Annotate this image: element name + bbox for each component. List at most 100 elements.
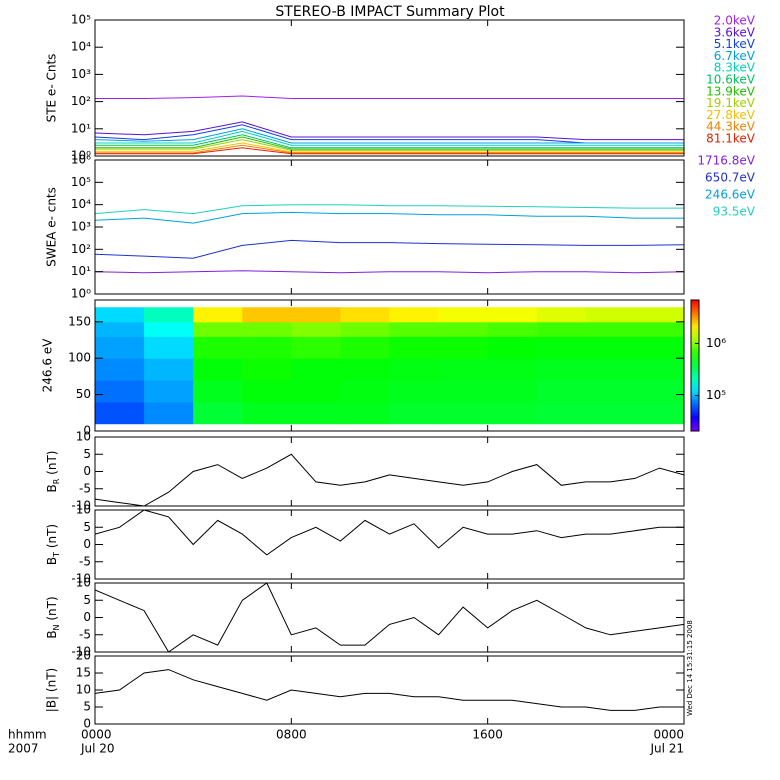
y-axis-label: 246.6 eV xyxy=(41,338,55,393)
heat-cell xyxy=(291,380,341,403)
heat-cell xyxy=(585,321,636,337)
heat-cell xyxy=(340,401,390,425)
heat-cell xyxy=(242,321,292,337)
y-axis-label: BN (nT) xyxy=(45,596,61,638)
series-line xyxy=(95,142,684,153)
heat-cell xyxy=(585,307,636,323)
y-tick-label: 10⁴ xyxy=(71,197,91,211)
series-line xyxy=(95,139,684,151)
heat-cell xyxy=(634,321,684,337)
y-tick-label: 10⁰ xyxy=(71,149,91,163)
x-tick-label: 0000 xyxy=(653,728,684,742)
y-axis-label: SWEA e- cnts xyxy=(45,187,59,267)
heat-cell xyxy=(291,358,341,381)
heat-cell xyxy=(585,380,636,403)
axis-legend: 2007 xyxy=(8,742,39,756)
colorbar-label: 10⁶ xyxy=(706,336,726,350)
series-line xyxy=(95,144,684,154)
y-tick-label: 10¹ xyxy=(71,264,91,278)
timestamp: Wed Dec 14 15:31:15 2008 xyxy=(686,620,694,716)
heat-cell xyxy=(242,380,292,403)
heat-cell xyxy=(144,336,194,359)
series-line xyxy=(95,211,684,224)
series-line xyxy=(95,95,684,99)
heat-cell xyxy=(144,358,194,381)
legend-entry: 650.7eV xyxy=(705,171,756,185)
series-line xyxy=(95,136,684,150)
y-axis-label: |B| (nT) xyxy=(45,668,59,712)
heat-cell xyxy=(193,336,243,359)
heat-cell xyxy=(291,336,341,359)
legend-entry: 27.8keV xyxy=(706,108,756,122)
y-tick-label: 15 xyxy=(76,666,91,680)
x-tick-label: 1600 xyxy=(472,728,503,742)
y-tick-label: 10 xyxy=(76,430,91,444)
heat-cell xyxy=(291,401,341,425)
heat-cell xyxy=(487,401,538,425)
series-line xyxy=(95,130,684,146)
x-tick-label: 0000 xyxy=(81,728,112,742)
heat-cell xyxy=(340,321,390,337)
y-tick-label: 0 xyxy=(83,537,91,551)
heat-cell xyxy=(487,321,538,337)
series-line xyxy=(95,121,684,141)
y-label-sub: N xyxy=(52,624,61,630)
heat-cell xyxy=(634,401,684,425)
panel-frame xyxy=(94,509,685,580)
series-line xyxy=(95,510,684,556)
heat-cell xyxy=(291,307,341,323)
colorbar xyxy=(690,299,700,432)
legend-entry: 5.1keV xyxy=(714,37,756,51)
y-tick-label: 5 xyxy=(83,447,91,461)
y-label-sub: R xyxy=(52,478,61,484)
y-tick-label: -10 xyxy=(71,572,91,586)
series-line xyxy=(95,134,684,149)
colorbar-label: 10⁵ xyxy=(706,388,726,402)
heat-cell xyxy=(536,401,587,425)
y-label-unit: (nT) xyxy=(45,524,59,552)
y-axis-label: BR (nT) xyxy=(45,451,61,493)
legend-entry: 13.9keV xyxy=(706,84,756,98)
y-tick-label: 10⁴ xyxy=(71,40,91,54)
heat-cell xyxy=(438,321,489,337)
heat-cell xyxy=(634,380,684,403)
y-tick-label: 20 xyxy=(76,649,91,663)
heat-cell xyxy=(634,307,684,323)
y-label-main: B xyxy=(45,484,59,492)
axis-legend: hhmm xyxy=(8,728,47,742)
legend-entry: 19.1keV xyxy=(706,96,756,110)
heat-cell xyxy=(438,401,489,425)
date-label: Jul 21 xyxy=(649,742,684,756)
heat-cell xyxy=(389,321,440,337)
heat-cell xyxy=(438,358,489,381)
series-line xyxy=(95,669,684,711)
y-tick-label: 0 xyxy=(83,464,91,478)
heat-cell xyxy=(193,307,243,323)
series-line xyxy=(95,583,684,652)
y-tick-label: 50 xyxy=(76,387,91,401)
heat-cell xyxy=(193,401,243,425)
y-tick-label: 0 xyxy=(83,610,91,624)
series-line xyxy=(95,453,684,506)
heat-cell xyxy=(487,380,538,403)
legend-entry: 44.3keV xyxy=(706,120,756,134)
heat-cell xyxy=(536,307,587,323)
y-tick-label: 150 xyxy=(68,314,91,328)
heat-cell xyxy=(340,336,390,359)
heat-cell xyxy=(144,321,194,337)
heat-cell xyxy=(536,336,587,359)
series-line xyxy=(95,239,684,259)
y-label-sub: T xyxy=(52,552,61,558)
heat-cell xyxy=(193,380,243,403)
y-tick-label: 10 xyxy=(76,503,91,517)
heat-cell xyxy=(536,358,587,381)
heat-cell xyxy=(585,401,636,425)
y-label-unit: (nT) xyxy=(45,451,59,479)
legend-entry: 1716.8eV xyxy=(697,154,755,168)
heat-cell xyxy=(438,380,489,403)
series-line xyxy=(95,270,684,274)
heat-cell xyxy=(242,401,292,425)
heat-cell xyxy=(634,336,684,359)
panel-frame xyxy=(94,299,685,432)
